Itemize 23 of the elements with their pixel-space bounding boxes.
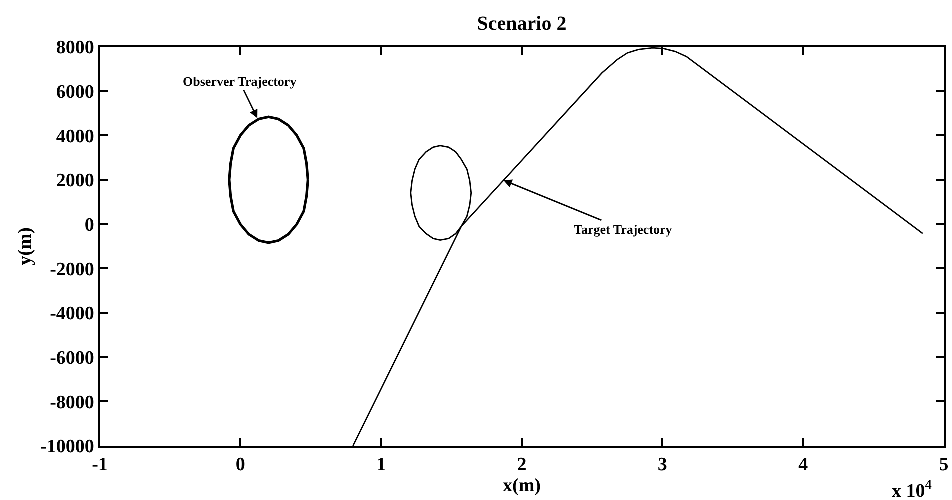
- x-tick-label: 0: [236, 454, 246, 476]
- y-tick-label: 6000: [56, 82, 94, 103]
- x-tick-label: 4: [798, 454, 809, 476]
- text: x 10$^{4}$: [892, 477, 932, 500]
- y-tick-label: 0: [84, 214, 94, 236]
- y-tick-label: 8000: [56, 38, 94, 59]
- x-tick-label: 1: [376, 454, 386, 476]
- x-axis-title: x(m): [503, 476, 541, 497]
- y-tick-label: 4000: [56, 126, 94, 148]
- y-axis-title: y(m): [14, 228, 36, 266]
- chart-title: Scenario 2: [477, 13, 567, 35]
- annotation: Target Trajectory: [574, 222, 673, 237]
- x-tick-label: 3: [658, 454, 668, 476]
- y-tick-label: 2000: [56, 170, 94, 192]
- annotation: Observer Trajectory: [183, 74, 298, 89]
- y-tick-label: -6000: [50, 348, 94, 369]
- y-tick-label: -2000: [50, 259, 94, 280]
- y-tick-label: -8000: [50, 392, 94, 414]
- x-tick-label: 5: [939, 454, 949, 476]
- y-tick-label: -4000: [50, 304, 94, 325]
- x-tick-label: 2: [517, 454, 527, 476]
- x-tick-label: -1: [92, 454, 108, 476]
- y-tick-label: -10000: [40, 436, 94, 458]
